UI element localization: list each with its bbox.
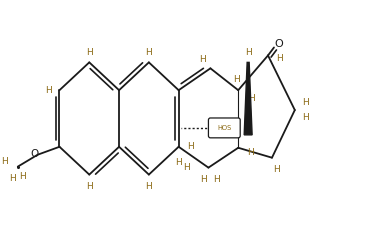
Text: H: H [86,48,92,57]
Text: H: H [245,48,251,57]
Text: H: H [199,55,206,64]
Text: H: H [175,158,182,167]
Text: H: H [302,113,309,122]
Text: H: H [273,165,280,174]
Polygon shape [244,62,252,135]
Text: H: H [183,163,190,172]
Text: H: H [213,175,220,184]
Text: H: H [200,175,207,184]
Text: O: O [30,149,39,159]
Text: H: H [248,94,254,103]
Text: H: H [145,48,152,57]
Text: H: H [86,182,92,191]
Text: H: H [302,97,309,106]
Text: H: H [1,157,8,166]
Text: H: H [247,148,254,157]
Text: H: H [277,54,283,63]
Text: H: H [233,75,240,84]
Text: H: H [187,142,194,151]
Text: H: H [145,182,152,191]
FancyBboxPatch shape [208,118,240,138]
Text: H: H [19,172,26,181]
Text: H: H [45,86,52,95]
Text: HOS: HOS [217,125,232,131]
Text: O: O [275,39,283,49]
Text: H: H [10,174,16,183]
